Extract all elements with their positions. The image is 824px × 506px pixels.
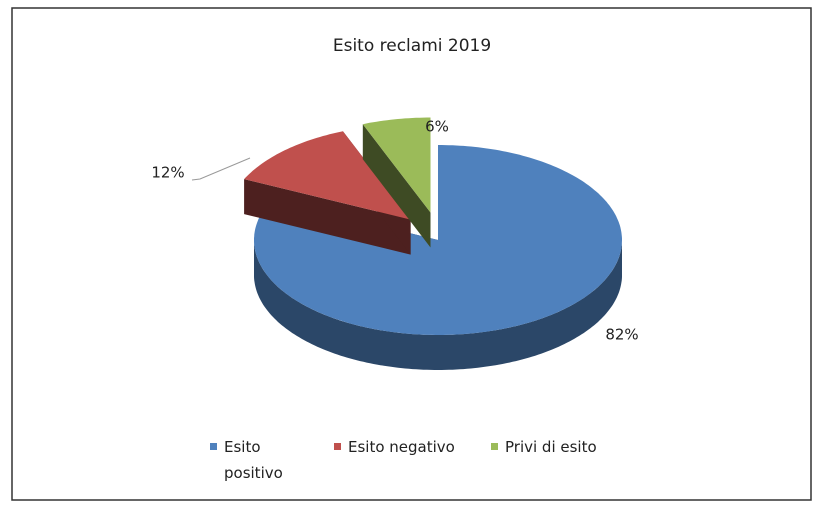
slice-top xyxy=(362,117,431,213)
legend-label: Esito positivo xyxy=(224,438,283,482)
slice-wall xyxy=(244,179,411,255)
leader-line xyxy=(191,157,251,181)
data-label: 6% xyxy=(425,118,449,136)
legend-item: Esito positivo xyxy=(210,434,300,486)
legend-label: Privi di esito xyxy=(505,438,597,456)
slice-side xyxy=(254,240,622,370)
chart-title: Esito reclami 2019 xyxy=(333,36,491,56)
legend-item: Esito negativo xyxy=(334,434,494,460)
legend-swatch xyxy=(334,443,341,450)
legend-swatch xyxy=(210,443,217,450)
legend-label: Esito negativo xyxy=(348,438,455,456)
legend-swatch xyxy=(491,443,498,450)
slice-top xyxy=(244,131,411,220)
data-label: 12% xyxy=(151,164,184,182)
data-label: 82% xyxy=(605,326,638,344)
slice-top xyxy=(254,145,622,335)
slice-wall xyxy=(362,124,431,248)
pie-slice xyxy=(362,117,431,248)
pie-slice xyxy=(244,131,411,255)
legend-item: Privi di esito xyxy=(491,434,651,460)
